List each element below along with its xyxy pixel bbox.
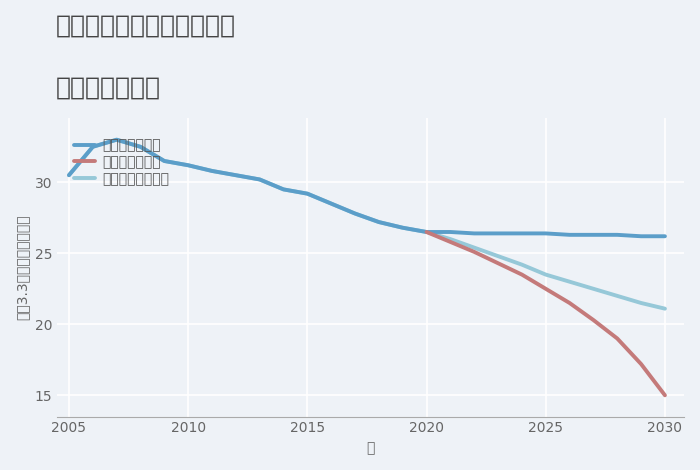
Text: 土地の価格推移: 土地の価格推移 [56,75,161,99]
X-axis label: 年: 年 [366,441,375,455]
Text: 兵庫県姫路市広畑区長町の: 兵庫県姫路市広畑区長町の [56,14,236,38]
Y-axis label: 平（3.3㎡）単価（万円）: 平（3.3㎡）単価（万円） [15,215,29,320]
Legend: グッドシナリオ, バッドシナリオ, ノーマルシナリオ: グッドシナリオ, バッドシナリオ, ノーマルシナリオ [70,134,174,190]
